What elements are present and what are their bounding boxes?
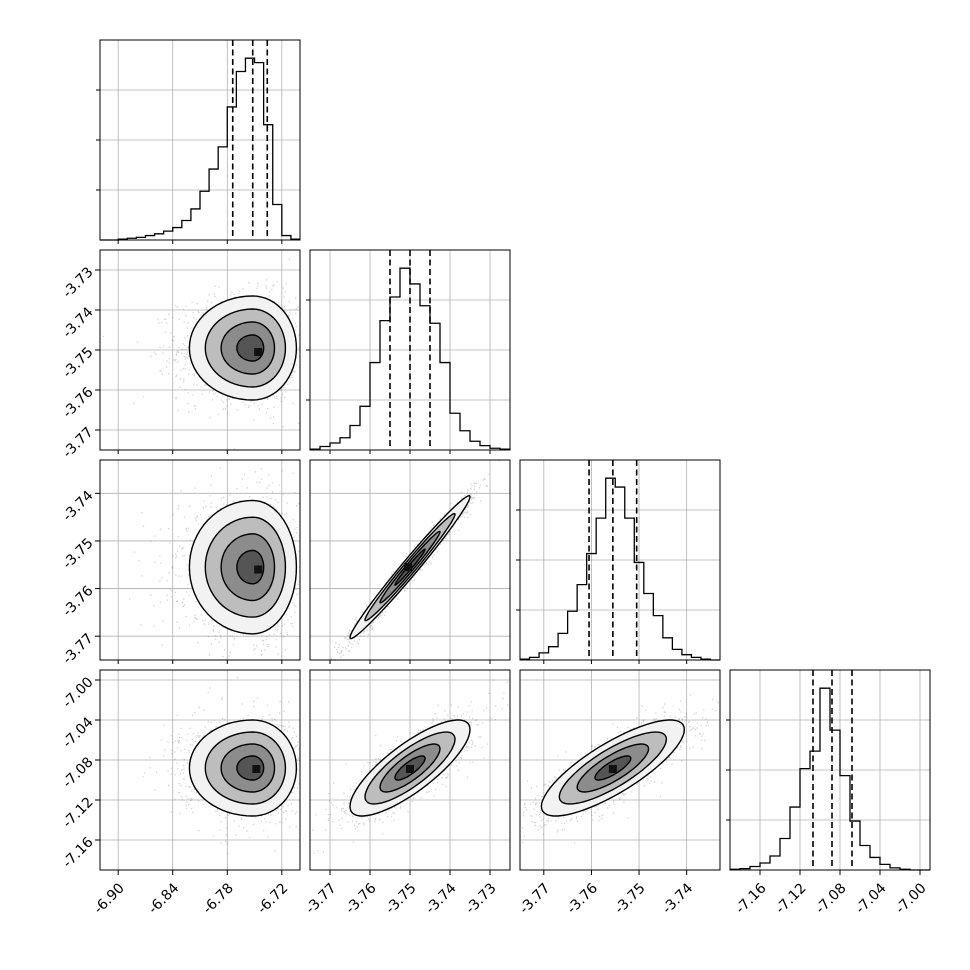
hist-panel-2 (516, 459, 721, 661)
hist-panel-0 (96, 39, 301, 241)
x-tick-label-3-0: -7.16 (733, 880, 770, 917)
x-axis-3: -7.16 -7.12 -7.08 -7.04 -7.00 (733, 870, 930, 917)
y-tick-label-2-0: -3.74 (60, 488, 97, 525)
panel-content (310, 670, 510, 870)
x-tick-label-1-1: -3.76 (343, 880, 380, 917)
x-tick-label-2-3: -3.74 (659, 880, 696, 917)
contour-line-2 (204, 308, 287, 388)
y-tick-label-1-0: -3.73 (60, 264, 97, 301)
contour-line-1 (379, 530, 441, 604)
hist-step-3 (730, 687, 930, 871)
x-tick-label-1-4: -3.73 (463, 880, 500, 917)
hist-frame-0 (99, 39, 301, 241)
density-peak (404, 563, 412, 572)
y-tick-label-1-2: -3.75 (60, 344, 97, 381)
y-tick-label-2-3: -3.77 (60, 631, 97, 668)
hist-step-0 (100, 57, 300, 241)
contour-line-1 (220, 743, 276, 793)
y-axis-3: -7.00-7.04-7.08-7.12-7.16 (60, 674, 100, 871)
hist-panel-3 (726, 669, 931, 871)
contour-line-2 (558, 731, 668, 805)
scatter-panel-3-1 (309, 669, 511, 871)
panel-frame (99, 459, 301, 661)
y-tick-label-1-1: -3.74 (60, 304, 97, 341)
contour-line-0 (236, 549, 265, 585)
x-tick-label-3-2: -7.08 (813, 880, 850, 917)
y-tick-label-2-1: -3.75 (60, 535, 97, 572)
y-tick-label-2-2: -3.76 (60, 583, 97, 620)
contour-line-2 (204, 516, 287, 618)
contour-line-1 (576, 743, 650, 793)
y-axis-1: -3.73-3.74-3.75-3.76-3.77 (60, 264, 100, 461)
x-tick-label-3-3: -7.04 (853, 880, 890, 917)
contour-line-3 (349, 719, 471, 817)
contour-line-2 (204, 731, 287, 805)
density-peak (252, 765, 261, 773)
panel-content (310, 460, 510, 660)
contour-line-0 (236, 755, 265, 781)
y-tick-label-3-3: -7.12 (60, 794, 97, 831)
panel-content (520, 670, 720, 870)
x-tick-label-3-1: -7.12 (773, 880, 810, 917)
density-fill-3 (236, 756, 264, 780)
x-tick-label-1-0: -3.77 (303, 880, 340, 917)
x-tick-label-0-3: -6.72 (254, 880, 291, 917)
panel-frame (99, 669, 301, 871)
y-tick-label-3-1: -7.04 (60, 714, 97, 751)
y-tick-label-3-4: -7.16 (60, 834, 97, 871)
panel-content (100, 670, 300, 870)
contour-line-0 (594, 755, 632, 781)
density-peak (608, 765, 617, 773)
panel-content (100, 250, 300, 450)
scatter-panel-2-0 (99, 459, 301, 661)
hist-step-2 (520, 477, 720, 661)
panel-frame (519, 669, 721, 871)
density-peak (254, 348, 263, 356)
scatter-panel-1-0 (99, 249, 301, 451)
x-tick-label-1-2: -3.75 (383, 880, 420, 917)
contour-line-2 (364, 512, 456, 622)
scatter-points (102, 258, 300, 450)
contour-line-3 (349, 494, 471, 640)
hist-panel-1 (306, 249, 511, 451)
y-tick-label-1-3: -3.76 (60, 384, 97, 421)
y-axis-2: -3.74 -3.75 -3.76 -3.77 (60, 488, 100, 668)
scatter-panel-3-0 (99, 669, 301, 871)
y-tick-label-3-0: -7.00 (60, 674, 97, 711)
density-peak (254, 565, 263, 574)
hist-frame-2 (519, 459, 721, 661)
contour-line-1 (220, 321, 276, 375)
contour-line-3 (188, 295, 298, 401)
contour-line-0 (394, 755, 426, 781)
contour-line-3 (188, 719, 298, 817)
hist-step-1 (310, 267, 510, 450)
y-tick-label-3-2: -7.08 (60, 754, 97, 791)
x-tick-label-0-2: -6.78 (200, 880, 237, 917)
x-axis-2: -3.77 -3.76 -3.75 -3.74 (516, 870, 696, 917)
x-axis-0: -6.90 -6.84 -6.78 -6.72 (91, 870, 291, 917)
scatter-panel-2-1 (309, 459, 511, 661)
contour-line-1 (220, 533, 276, 602)
x-tick-label-0-1: -6.84 (145, 880, 182, 917)
contour-line-0 (236, 334, 265, 362)
y-tick-label-1-4: -3.77 (60, 424, 97, 461)
x-tick-label-3-4: -7.00 (893, 880, 930, 917)
hist-frame-3 (729, 669, 931, 871)
x-tick-label-0-0: -6.90 (91, 880, 128, 917)
panel-content (100, 460, 300, 660)
contour-line-1 (379, 743, 441, 793)
contour-line-0 (394, 548, 426, 586)
x-tick-label-2-0: -3.77 (516, 880, 553, 917)
contour-line-3 (540, 719, 686, 817)
x-tick-label-1-3: -3.74 (423, 880, 460, 917)
x-axis-1: -3.77 -3.76 -3.75 -3.74 -3.73 (303, 870, 500, 917)
contour-line-2 (364, 731, 456, 805)
x-tick-label-2-2: -3.75 (612, 880, 649, 917)
contour-line-3 (188, 499, 298, 635)
density-fill-3 (236, 550, 264, 584)
x-tick-label-2-1: -3.76 (564, 880, 601, 917)
scatter-panel-3-2 (519, 669, 721, 871)
density-peak (406, 765, 414, 773)
